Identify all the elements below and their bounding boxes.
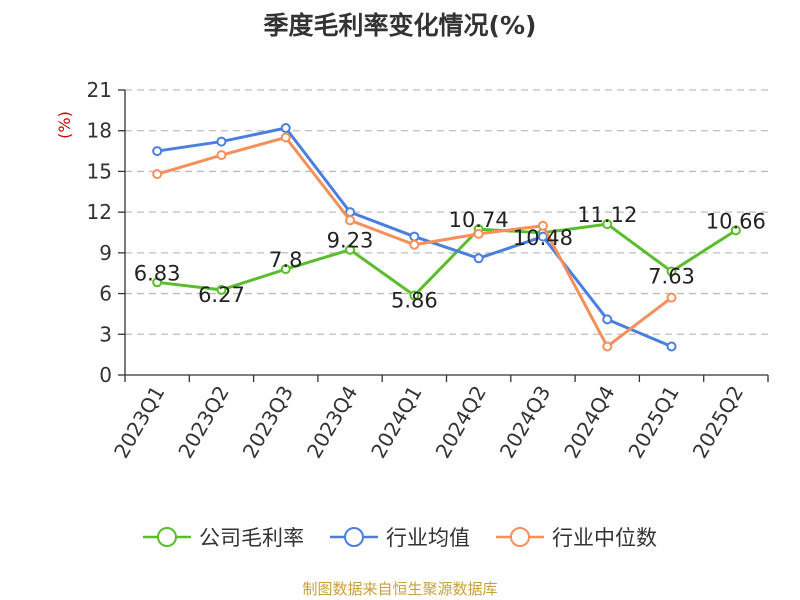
x-tick-label: 2024Q3 <box>495 382 555 463</box>
y-tick-label: 12 <box>87 200 112 224</box>
legend-label: 行业中位数 <box>552 526 657 550</box>
data-label: 10.66 <box>706 209 766 233</box>
data-point <box>473 253 484 264</box>
x-tick-label: 2023Q2 <box>173 382 233 463</box>
x-tick-label: 2024Q4 <box>559 382 619 463</box>
data-point <box>216 150 227 161</box>
data-label: 11.12 <box>577 203 637 227</box>
y-tick-label: 18 <box>87 119 112 143</box>
legend-label: 公司毛利率 <box>199 526 304 550</box>
data-label: 6.83 <box>134 261 181 285</box>
data-point <box>280 132 291 143</box>
data-point <box>280 123 291 133</box>
series-lines <box>152 123 741 352</box>
x-tick-label: 2023Q4 <box>302 382 362 463</box>
data-label: 5.86 <box>391 288 438 312</box>
data-label: 10.74 <box>449 208 509 232</box>
data-point <box>152 146 163 157</box>
data-label: 7.8 <box>269 248 302 272</box>
legend-item[interactable]: 公司毛利率 <box>143 522 304 552</box>
data-point <box>280 264 291 275</box>
data-point <box>537 220 548 231</box>
legend-swatch <box>496 527 544 547</box>
x-tick-label: 2025Q2 <box>688 382 748 463</box>
x-tick-label: 2025Q1 <box>623 382 683 463</box>
y-tick-label: 0 <box>99 363 112 387</box>
data-point <box>409 290 420 301</box>
series-line <box>156 222 737 297</box>
data-point <box>602 314 613 325</box>
y-tick-label: 3 <box>99 322 112 346</box>
chart-title: 季度毛利率变化情况(%) <box>263 11 537 40</box>
legend-label: 行业均值 <box>386 526 470 550</box>
x-tick-label: 2023Q1 <box>109 382 169 463</box>
data-point <box>409 239 420 250</box>
legend-item[interactable]: 行业中位数 <box>496 522 657 552</box>
data-point <box>666 341 677 352</box>
legend-swatch <box>143 527 191 547</box>
y-tick-label: 21 <box>87 78 112 102</box>
data-point <box>666 292 677 303</box>
data-point <box>666 266 677 277</box>
legend: 公司毛利率 行业均值 行业中位数 <box>0 520 800 554</box>
data-point <box>730 225 741 236</box>
data-point <box>409 231 420 242</box>
data-point <box>537 231 548 242</box>
data-label: 9.23 <box>327 229 374 253</box>
y-tick-label: 15 <box>87 159 112 183</box>
legend-swatch <box>330 527 378 547</box>
data-point <box>602 219 613 230</box>
y-axis-label: (%) <box>55 111 74 139</box>
data-point <box>216 136 227 147</box>
data-point <box>602 341 613 352</box>
x-tick-label: 2024Q2 <box>431 382 491 463</box>
source-note: 制图数据来自恒生聚源数据库 <box>302 580 498 598</box>
data-point <box>152 277 163 288</box>
data-label: 6.27 <box>198 283 245 307</box>
x-tick-label: 2024Q1 <box>366 382 426 463</box>
x-tick-label: 2023Q3 <box>238 382 298 463</box>
data-point <box>152 169 163 180</box>
data-point <box>345 215 356 226</box>
y-tick-label: 6 <box>99 282 112 306</box>
data-point <box>473 228 484 239</box>
y-tick-label: 9 <box>99 241 112 265</box>
legend-item[interactable]: 行业均值 <box>330 522 470 552</box>
data-label: 7.63 <box>648 264 695 288</box>
data-label: 10.48 <box>513 226 573 250</box>
data-point <box>216 284 227 295</box>
data-point <box>345 244 356 255</box>
